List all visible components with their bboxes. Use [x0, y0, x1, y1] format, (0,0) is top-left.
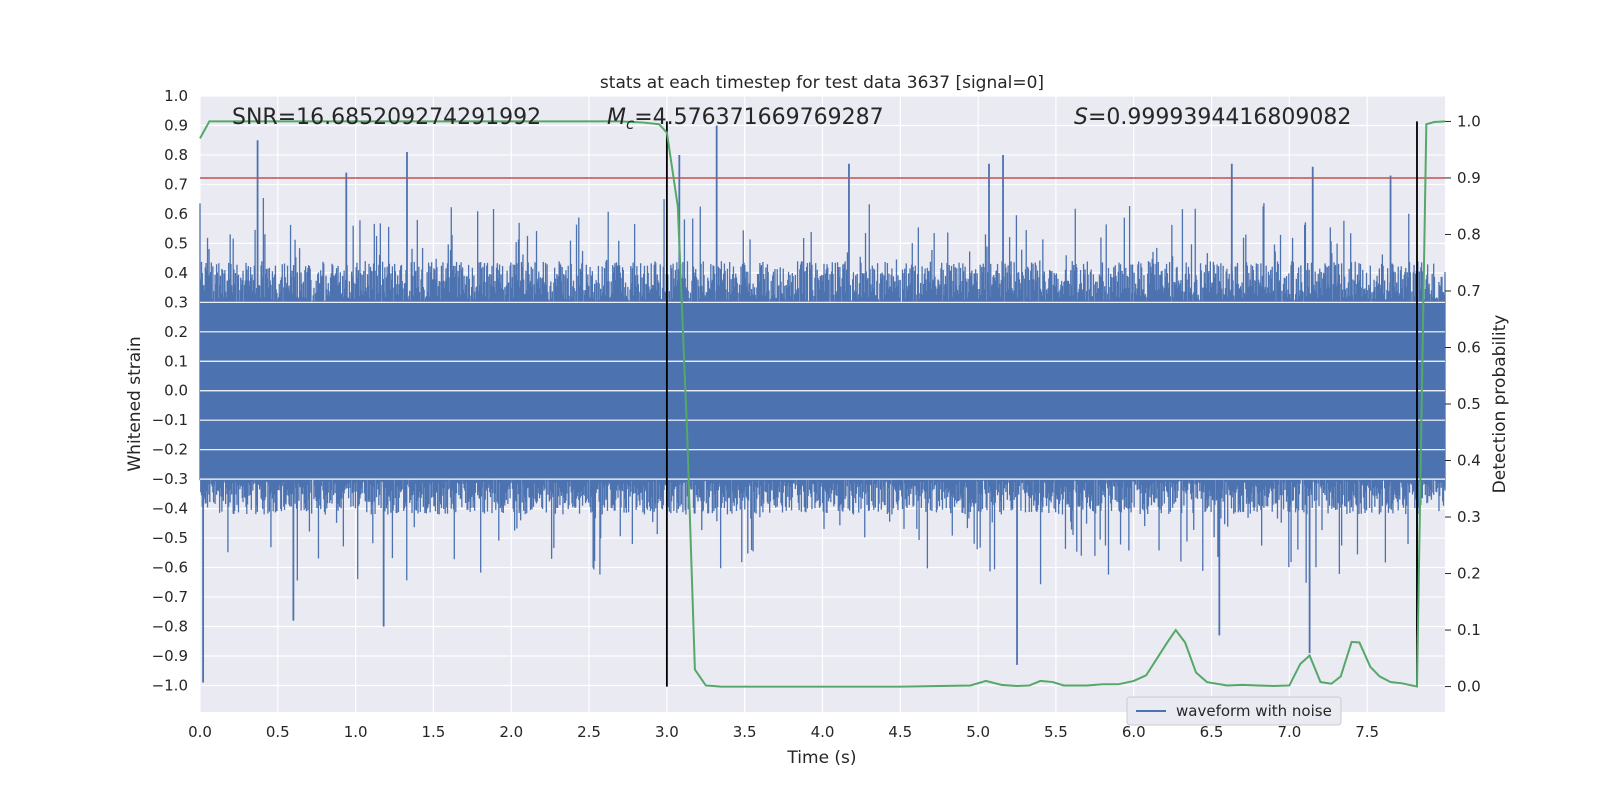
overlay-lines	[199, 120, 1446, 688]
x-tick-label: 6.5	[1200, 723, 1224, 741]
y-tick-label: −0.2	[152, 441, 188, 459]
y-tick-label: 0.2	[164, 323, 188, 341]
y2-tick-label: 0.1	[1457, 621, 1481, 639]
x-tick-label: 0.5	[266, 723, 290, 741]
x-tick-label: 2.0	[499, 723, 523, 741]
y-tick-label: 0.7	[164, 175, 188, 193]
x-tick-label: 4.0	[811, 723, 835, 741]
snr-annotation: SNR=16.685209274291992	[232, 105, 541, 130]
x-tick-label: 7.5	[1355, 723, 1379, 741]
y2-tick-label: 0.4	[1457, 452, 1481, 470]
y-tick-label: −0.8	[152, 618, 188, 636]
y-tick-label: 0.1	[164, 352, 188, 370]
y-tick-label: 0.3	[164, 293, 188, 311]
y-tick-label: −0.4	[152, 500, 188, 518]
legend-label: waveform with noise	[1176, 702, 1332, 720]
x-ticks: 0.0 0.5 1.0 1.5 2.0 2.5 3.0 3.5 4.0 4.5 5.0 5.5 6.0 6…	[188, 723, 1379, 741]
y-axis-label: Whitened strain	[125, 336, 145, 471]
x-tick-label: 3.5	[733, 723, 757, 741]
y-tick-label: −1.0	[152, 676, 188, 694]
y-tick-label: 0.5	[164, 234, 188, 252]
mc-subscript: c	[626, 115, 635, 133]
y-tick-label: −0.9	[152, 647, 188, 665]
mc-value: =4.576371669769287	[634, 105, 883, 130]
detection-probability-line	[199, 120, 1446, 688]
y2-tick-label: 0.0	[1457, 678, 1481, 696]
x-tick-label: 7.0	[1277, 723, 1301, 741]
y2-ticks: 1.0 0.9 0.8 0.7 0.6 0.5 0.4 0.3 0.2 0.1 0.0	[1445, 112, 1481, 696]
y2-tick-label: 0.3	[1457, 508, 1481, 526]
y2-tick-label: 0.2	[1457, 565, 1481, 583]
s-annotation: S=0.9999394416809082	[1074, 105, 1351, 130]
y-tick-label: −0.6	[152, 559, 188, 577]
s-symbol: S	[1074, 105, 1088, 130]
waveform-noise-band	[199, 197, 1446, 585]
mc-symbol: M	[607, 105, 626, 130]
y-tick-label: 0.4	[164, 264, 188, 282]
s-value: =0.9999394416809082	[1088, 105, 1351, 130]
y2-tick-label: 0.6	[1457, 338, 1481, 356]
y-tick-label: 1.0	[164, 87, 188, 105]
y2-axis-label: Detection probability	[1490, 315, 1510, 494]
y2-tick-label: 0.5	[1457, 395, 1481, 413]
y-tick-label: −0.3	[152, 470, 188, 488]
y2-tick-label: 0.7	[1457, 282, 1481, 300]
legend: waveform with noise	[1126, 696, 1342, 726]
x-tick-label: 1.0	[344, 723, 368, 741]
y2-tick-label: 0.9	[1457, 169, 1481, 187]
y-tick-label: 0.6	[164, 205, 188, 223]
y-tick-label: −0.7	[152, 588, 188, 606]
y2-tick-label: 0.8	[1457, 225, 1481, 243]
chart-title: stats at each timestep for test data 363…	[600, 73, 1044, 93]
y-tick-label: 0.0	[164, 382, 188, 400]
x-tick-label: 0.0	[188, 723, 212, 741]
y-tick-label: −0.5	[152, 529, 188, 547]
y2-tick-label: 1.0	[1457, 112, 1481, 130]
x-axis-label: Time (s)	[786, 748, 856, 768]
x-tick-label: 1.5	[422, 723, 446, 741]
x-tick-label: 6.0	[1122, 723, 1146, 741]
legend-box	[1126, 696, 1342, 726]
mc-annotation: Mc=4.576371669769287	[607, 105, 884, 133]
x-tick-label: 5.0	[966, 723, 990, 741]
x-tick-label: 2.5	[577, 723, 601, 741]
y-tick-label: 0.8	[164, 146, 188, 164]
x-tick-label: 5.5	[1044, 723, 1068, 741]
y-tick-label: 0.9	[164, 116, 188, 134]
x-tick-label: 3.0	[655, 723, 679, 741]
y-tick-label: −0.1	[152, 411, 188, 429]
y-ticks: 1.0 0.9 0.8 0.7 0.6 0.5 0.4 0.3 0.2 0.1 0.0 −0.1 −0.…	[152, 87, 188, 694]
x-tick-label: 4.5	[888, 723, 912, 741]
